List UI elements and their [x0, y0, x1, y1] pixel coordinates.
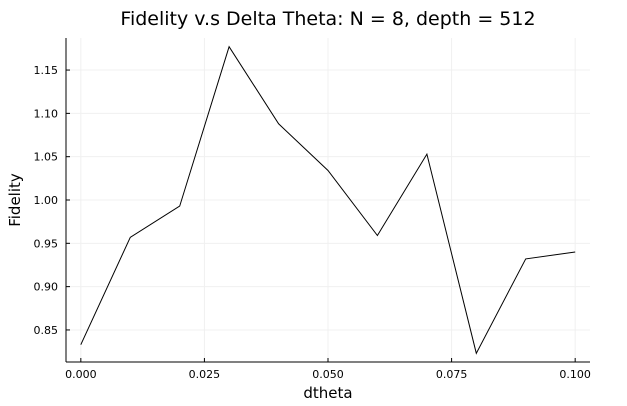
- y-axis-label: Fidelity: [6, 173, 24, 227]
- x-tick-label: 0.025: [189, 368, 221, 381]
- x-tick-label: 0.075: [436, 368, 468, 381]
- y-tick-label: 1.00: [34, 194, 59, 207]
- y-tick-label: 1.10: [34, 107, 59, 120]
- y-tick-label: 0.95: [34, 237, 59, 250]
- chart-title: Fidelity v.s Delta Theta: N = 8, depth =…: [120, 8, 535, 30]
- data-point: [327, 170, 328, 171]
- y-tick-label: 1.15: [34, 64, 59, 77]
- series-layer: [80, 45, 576, 355]
- data-point: [229, 46, 230, 47]
- y-tick-label: 1.05: [34, 151, 59, 164]
- axes: [65, 38, 590, 363]
- x-tick-label: 0.050: [312, 368, 344, 381]
- y-tick-label: 0.85: [34, 324, 59, 337]
- grid: [66, 38, 590, 362]
- series-line: [80, 45, 576, 355]
- x-tick-label: 0.100: [559, 368, 591, 381]
- data-point: [80, 344, 81, 345]
- data-point: [476, 353, 477, 354]
- x-axis-label: dtheta: [303, 384, 352, 402]
- y-tick-label: 0.90: [34, 281, 59, 294]
- data-point: [575, 251, 576, 252]
- data-point: [278, 123, 279, 124]
- data-point: [525, 258, 526, 259]
- data-point: [179, 205, 180, 206]
- tick-labels: 0.000 0.025 0.050 0.075 0.100 0.85 0.90 0.95 1.0…: [34, 64, 591, 381]
- data-point: [426, 153, 427, 154]
- data-point: [377, 235, 378, 236]
- data-point: [130, 237, 131, 238]
- x-tick-label: 0.000: [65, 368, 97, 381]
